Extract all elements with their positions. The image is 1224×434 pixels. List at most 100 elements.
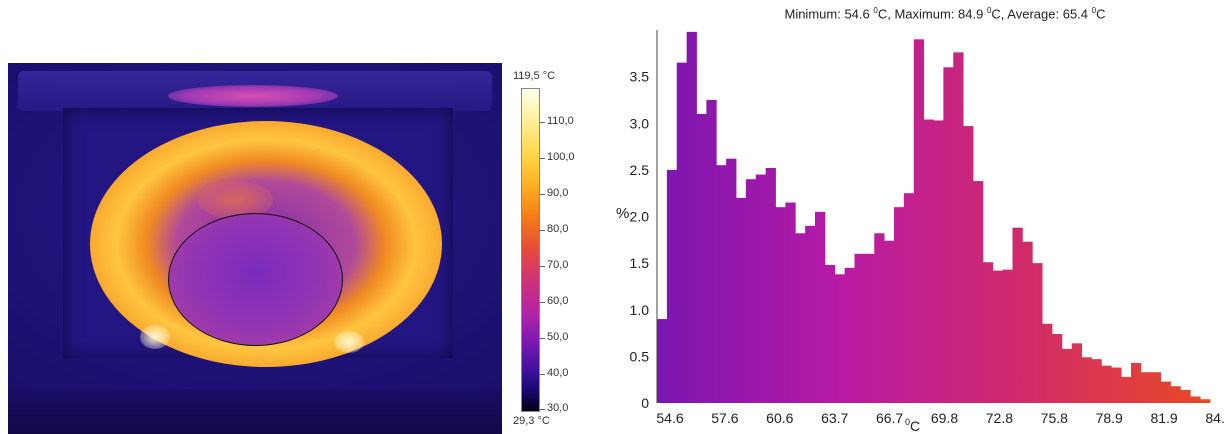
x-tick-label: 84.9: [1205, 410, 1224, 426]
histogram-bar: [686, 31, 697, 404]
y-tick-label: 1.0: [630, 302, 650, 318]
scale-tick: [540, 265, 545, 267]
x-axis-label: 0C: [905, 417, 920, 434]
histogram-bar: [726, 158, 737, 403]
scale-tick-label: 110,0: [547, 115, 574, 128]
y-tick-label: 0.5: [630, 348, 650, 364]
histogram-bar: [765, 168, 776, 403]
histogram-bar: [1131, 362, 1142, 403]
histogram-stats-title: Minimum: 54.6 0C, Maximum: 84.9 0C, Aver…: [784, 6, 1106, 22]
y-tick-labels: 0 0.5 1.0 1.5 2.0 2.5 3.0 3.5: [630, 69, 650, 411]
histogram-bar: [1002, 269, 1013, 403]
histogram-bar: [1200, 399, 1211, 403]
histogram-bar: [834, 274, 846, 403]
histogram-bar: [1042, 323, 1053, 403]
x-tick-label: 60.6: [766, 410, 793, 426]
y-tick-label: 1.5: [630, 255, 650, 271]
histogram-bar: [1071, 343, 1083, 403]
scale-tick-label: 40,0: [547, 366, 569, 379]
histogram-bar: [1012, 227, 1023, 403]
histogram-bar: [933, 120, 944, 403]
histogram-bar: [815, 211, 826, 403]
x-tick-label: 81.9: [1150, 410, 1177, 426]
y-tick-label: 3.0: [630, 115, 650, 131]
ring-inner-glow: [198, 181, 273, 219]
histogram-bar: [1150, 372, 1162, 403]
histogram-bar: [716, 165, 727, 403]
scale-max-label: 119,5 °C: [513, 70, 556, 82]
scale-tick: [540, 409, 545, 411]
histogram-bar: [874, 233, 885, 403]
stat-max: 84.9: [958, 6, 984, 22]
scale-tick: [540, 122, 545, 124]
histogram-bar: [844, 267, 855, 403]
histogram-bar: [805, 225, 816, 403]
hot-spot-left: [140, 325, 170, 349]
color-scale-bar: [521, 88, 540, 412]
x-tick-label: 57.6: [711, 410, 738, 426]
histogram-bar: [795, 233, 806, 403]
histogram-bar: [973, 181, 984, 403]
y-axis-label: %: [616, 205, 629, 222]
histogram-bar: [992, 270, 1004, 403]
histogram-bar: [824, 264, 836, 403]
histogram-bar: [1160, 381, 1171, 403]
scale-tick: [540, 337, 545, 339]
histogram-bar: [943, 67, 954, 404]
x-tick-label: 75.8: [1041, 410, 1068, 426]
histogram-bar: [903, 193, 915, 403]
x-tick-label: 69.8: [931, 410, 958, 426]
thermal-image: [8, 63, 502, 434]
scale-tick: [540, 193, 545, 195]
histogram-bar: [1111, 367, 1122, 403]
histogram-bar: [785, 202, 796, 403]
stat-min: 54.6: [844, 6, 870, 22]
stat-avg: 65.4: [1062, 6, 1089, 22]
y-tick-label: 2.0: [630, 209, 650, 225]
stat-min-unit: C: [877, 6, 888, 22]
histogram-bar: [894, 207, 905, 403]
measurement-roi-ellipse[interactable]: [168, 213, 343, 346]
scale-tick-label: 50,0: [547, 330, 569, 343]
x-tick-label: 66.7: [876, 410, 903, 426]
lamp-reflection: [168, 85, 338, 107]
scale-tick: [540, 301, 545, 303]
x-axis-unit: C: [910, 418, 920, 434]
x-tick-label: 78.9: [1096, 410, 1123, 426]
histogram-bar: [1180, 389, 1191, 403]
histogram-bar: [913, 39, 925, 403]
histogram-bar: [657, 319, 668, 403]
temperature-histogram: 0 0.5 1.0 1.5 2.0 2.5 3.0 3.5 54.6 57.6 60.6 63.7 6…: [616, 30, 1224, 434]
scale-tick: [540, 373, 545, 375]
fixture-base: [8, 389, 502, 434]
histogram-bar: [1091, 359, 1102, 403]
histogram-bar: [884, 240, 895, 403]
histogram-bar: [1061, 348, 1073, 403]
scale-tick-label: 100,0: [547, 151, 575, 164]
histogram-bar: [1022, 241, 1033, 403]
histogram-bar: [676, 62, 688, 403]
histogram-bars: [657, 31, 1211, 404]
stat-avg-unit: C: [1096, 6, 1106, 22]
histogram-bar: [696, 113, 707, 404]
histogram-bar: [854, 253, 865, 403]
histogram-bar: [864, 253, 875, 403]
y-tick-label: 2.5: [630, 162, 650, 178]
y-tick-label: 3.5: [630, 69, 650, 85]
histogram-bar: [666, 169, 678, 404]
scale-tick: [540, 229, 545, 231]
histogram-bar: [1140, 372, 1152, 403]
histogram-bar: [706, 99, 717, 403]
x-tick-label: 63.7: [821, 410, 848, 426]
histogram-bar: [1052, 334, 1063, 403]
scale-tick-label: 90,0: [547, 186, 569, 199]
y-tick-label: 0: [641, 395, 649, 411]
histogram-bar: [953, 52, 964, 403]
stat-max-unit: C: [991, 6, 1001, 22]
histogram-bar: [1190, 396, 1201, 403]
x-tick-label: 72.8: [986, 410, 1013, 426]
histogram-bar: [1121, 376, 1132, 403]
histogram-bar: [982, 262, 994, 403]
histogram-bar: [775, 207, 786, 403]
histogram-bar: [1032, 263, 1043, 404]
